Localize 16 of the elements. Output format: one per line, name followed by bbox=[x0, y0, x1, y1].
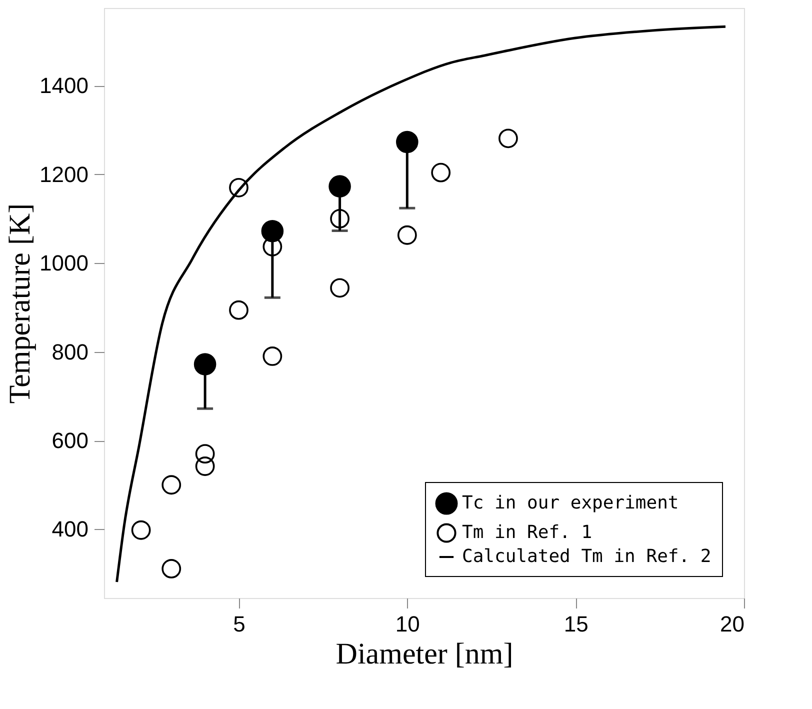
x-axis-title: Diameter [nm] bbox=[336, 638, 514, 670]
y-axis-title: Temperature [K] bbox=[4, 203, 37, 404]
y-tick-label: 1400 bbox=[40, 73, 88, 98]
y-tick-label: 800 bbox=[52, 339, 88, 364]
x-tick-label: 10 bbox=[395, 612, 420, 636]
y-tick-label: 600 bbox=[52, 428, 88, 454]
x-tick-label: 15 bbox=[564, 612, 588, 636]
legend-label: Tc in our experiment bbox=[462, 492, 679, 514]
legend-label: Calculated Tm in Ref. 2 bbox=[462, 546, 712, 567]
y-tick-label: 400 bbox=[52, 516, 88, 542]
legend-label: Tm in Ref. 1 bbox=[462, 522, 592, 543]
line-series bbox=[116, 25, 727, 584]
y-tick-label: 1000 bbox=[40, 250, 88, 276]
x-tick-label: 20 bbox=[720, 612, 744, 636]
y-tick-label: 1200 bbox=[40, 162, 88, 187]
x-tick-label: 5 bbox=[233, 612, 246, 636]
